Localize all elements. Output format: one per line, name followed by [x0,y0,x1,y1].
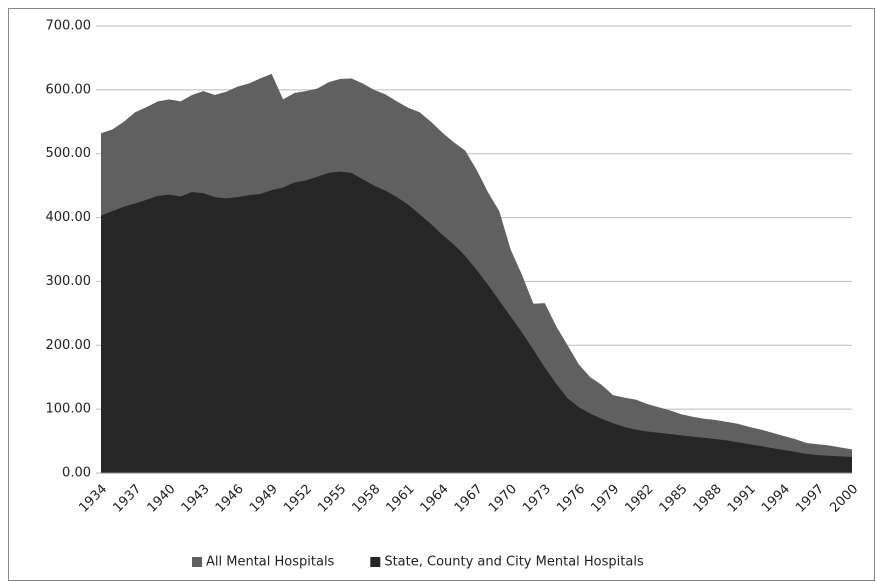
y-tick-label: 200.00 [46,338,92,353]
y-tick-label: 600.00 [46,82,92,97]
y-tick-label: 100.00 [46,402,92,417]
legend-swatch [192,557,202,567]
legend-swatch [370,557,381,567]
y-tick-label: 0.00 [62,466,91,481]
legend-label: State, County and City Mental Hospitals [384,555,644,570]
y-tick-label: 700.00 [46,19,92,34]
y-tick-label: 300.00 [46,274,92,289]
y-tick-label: 500.00 [46,146,92,161]
legend-label: All Mental Hospitals [206,555,335,570]
area [101,171,852,473]
y-tick-label: 400.00 [46,210,92,225]
